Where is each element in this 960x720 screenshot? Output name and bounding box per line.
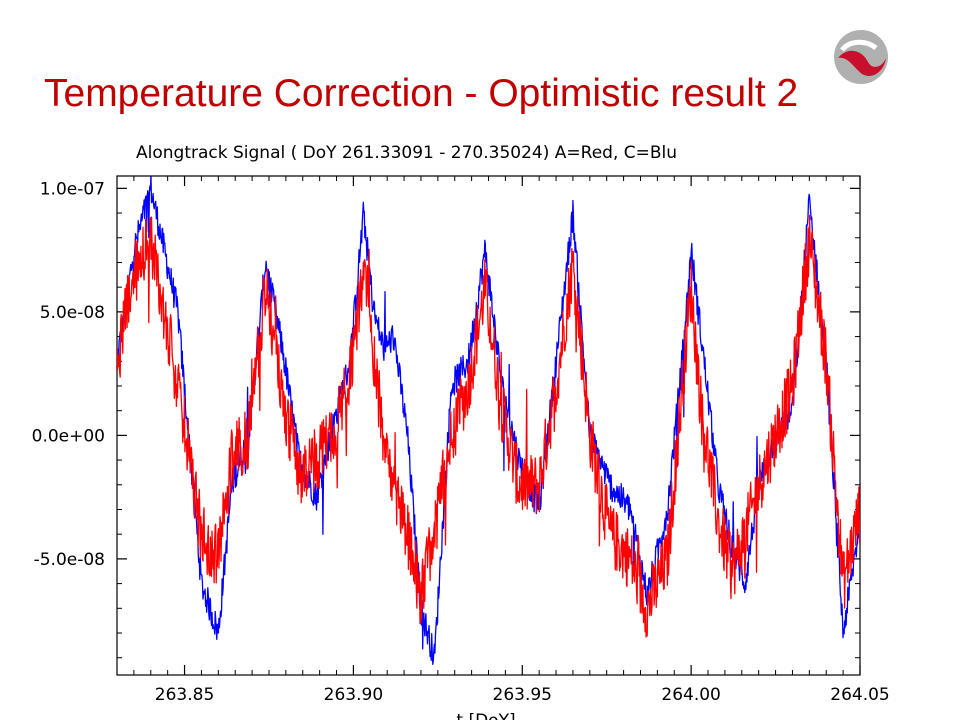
series-layer [117, 176, 860, 666]
x-tick-label: 263.90 [324, 685, 383, 705]
x-axis-label: t [DoY] [456, 711, 515, 720]
swoosh-logo-icon [834, 30, 888, 84]
logo-swoosh [838, 50, 886, 77]
axis-ticks: 263.85 263.90 263.95 264.00 264.05 -5.0e-08 0.… [32, 176, 890, 705]
series-line-c [117, 214, 860, 638]
x-tick-label: 263.95 [493, 685, 552, 705]
plot-frame [116, 175, 861, 676]
x-tick-label: 263.85 [155, 685, 214, 705]
slide-title: Temperature Correction - Optimistic resu… [44, 72, 799, 115]
chart-title: Alongtrack Signal ( DoY 261.33091 - 270.… [136, 143, 677, 163]
logo-highlight [840, 39, 878, 52]
series-line-a [117, 176, 860, 666]
x-tick-label: 264.00 [661, 685, 720, 705]
y-tick-label: 5.0e-08 [40, 303, 105, 323]
x-tick-label: 264.05 [830, 685, 889, 705]
y-tick-label: 0.0e+00 [32, 426, 105, 446]
y-tick-label: -5.0e-08 [34, 550, 105, 570]
y-tick-label: 1.0e-07 [40, 179, 105, 199]
